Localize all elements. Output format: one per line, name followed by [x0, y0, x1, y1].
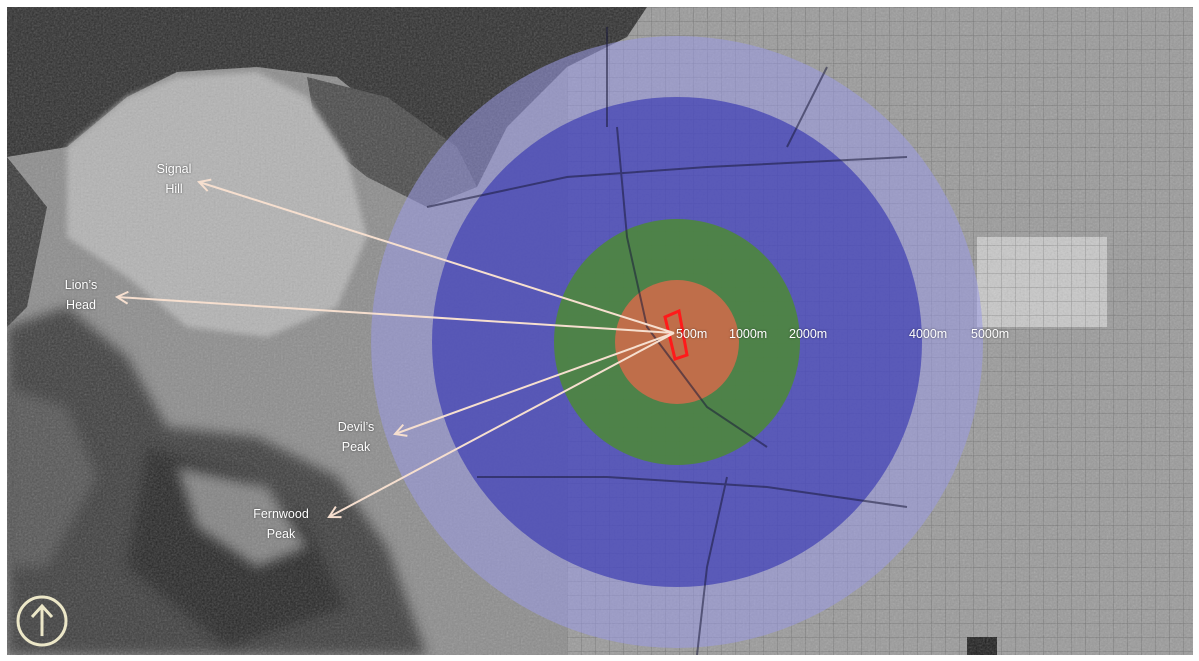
site-marker[interactable]: [663, 308, 689, 361]
fernwood-peak-label: Fernwood Peak: [253, 507, 309, 541]
satellite-map[interactable]: [7, 7, 1193, 655]
lions-head-label: Lion’s Head: [64, 278, 98, 312]
ring-label-1000m: 1000m: [729, 327, 768, 341]
buffer-rings: [371, 36, 983, 648]
signal-hill-label: Signal Hill: [156, 162, 192, 196]
arrow-to-lions-head: [117, 297, 675, 334]
ring-label-2000m: 2000m: [789, 327, 828, 341]
ring-500m: [615, 280, 739, 404]
north-arrow-icon[interactable]: [15, 594, 69, 648]
arrow-to-signal-hill: [199, 182, 675, 334]
arrow-to-fernwood-peak: [329, 332, 675, 517]
sightline-arrows: [117, 182, 675, 517]
devils-peak-label: Devil’s Peak: [337, 420, 375, 454]
arrow-to-devils-peak: [395, 332, 675, 434]
ring-label-5000m: 5000m: [971, 327, 1010, 341]
roads: [426, 27, 908, 655]
ring-label-500m: 500m: [676, 327, 708, 341]
map-frame[interactable]: Signal Hill Lion’s Head Devil’s Peak Fer…: [7, 7, 1193, 655]
terrain-layer: [7, 7, 1193, 655]
ring-label-4000m: 4000m: [909, 327, 948, 341]
